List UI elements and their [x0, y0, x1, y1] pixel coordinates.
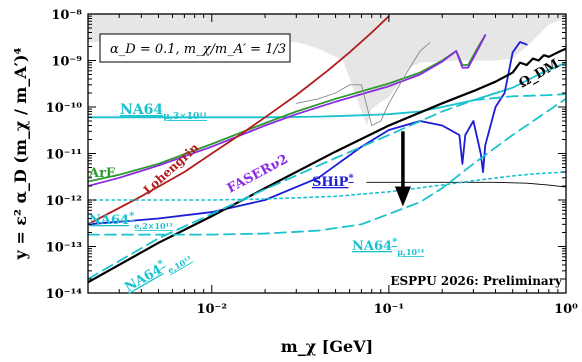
curve-label: NA64μ,3×10¹¹	[120, 102, 207, 122]
curve-label-text: NA64μ,3×10¹¹	[120, 102, 207, 122]
curve-label: NA64*μ,10¹⁴	[352, 237, 425, 257]
x-tick-label: 10⁻²	[196, 302, 227, 317]
arrow-head	[394, 186, 411, 207]
parameter-box-text: α_D = 0.1, m_χ/m_A′ = 1/3	[110, 42, 286, 57]
series-line-na64-10	[88, 97, 566, 236]
curve-label-text: ArE	[88, 166, 116, 181]
y-axis-label: y = ε² α_D (m_χ / m_A′)⁴	[11, 47, 30, 260]
series-line-faserv2	[88, 34, 487, 187]
curve-label: SHiP*	[312, 173, 354, 190]
y-tick-label: 10⁻¹¹	[46, 148, 82, 163]
curve-label: NA64*e,2×10¹³	[89, 211, 173, 231]
series-line-na64e-10	[88, 93, 566, 280]
series-group	[88, 15, 566, 284]
x-axis-label: m_χ [GeV]	[281, 337, 373, 356]
y-tick-label: 10⁻¹²	[46, 194, 82, 209]
y-tick-label: 10⁻¹⁰	[46, 101, 83, 116]
x-tick-label: 10⁰	[554, 302, 578, 317]
series-line-thin-black	[366, 181, 566, 188]
arrow-annotation	[394, 131, 411, 207]
series-line-are	[88, 34, 487, 183]
y-tick-label: 10⁻⁸	[51, 8, 82, 23]
parameter-box	[99, 33, 291, 63]
x-tick-label: 10⁻¹	[374, 302, 405, 317]
series-line-lohengrin	[88, 15, 390, 226]
curve-label-text: NA64*e,2×10¹³	[89, 211, 173, 231]
curve-label-text: SHiP*	[312, 173, 354, 190]
series-line-na64e-2-10	[88, 171, 566, 201]
preliminary-annotation: ESPPU 2026: Preliminary	[390, 274, 563, 288]
curve-label: ArE	[88, 166, 116, 181]
series-line-grey	[295, 42, 431, 126]
y-tick-label: 10⁻¹³	[46, 241, 83, 256]
series-line-na64-3-10	[88, 61, 566, 119]
axes: 10⁻² 10⁻¹ 10⁰ 10⁻⁸ 10⁻⁹ 10⁻¹⁰ 10⁻¹¹ 10⁻¹² 10⁻¹³ 1…	[46, 8, 579, 317]
curve-label-text: NA64*μ,10¹⁴	[352, 237, 425, 257]
y-tick-label: 10⁻⁹	[51, 55, 82, 70]
y-tick-label: 10⁻¹⁴	[46, 287, 83, 302]
